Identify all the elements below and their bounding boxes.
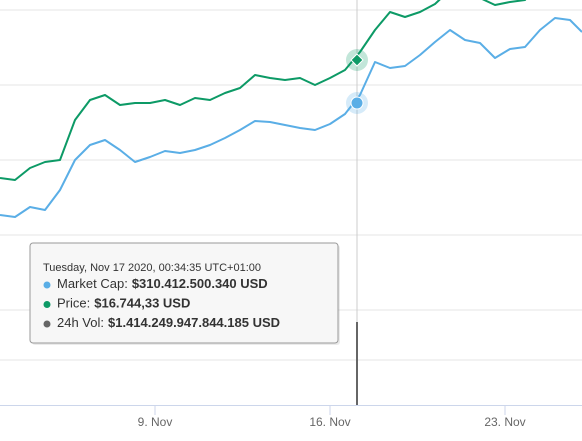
volume-bar (356, 322, 358, 405)
hover-marker (350, 96, 364, 110)
tooltip-value: $16.744,33 USD (94, 296, 190, 311)
x-tick-label: 23. Nov (484, 415, 525, 429)
tooltip-dot (43, 301, 51, 308)
tooltip-row: 24h Vol: $1.414.249.947.844.185 USD (57, 315, 280, 330)
tooltip-value: $1.414.249.947.844.185 USD (108, 315, 280, 330)
tooltip-row: Market Cap: $310.412.500.340 USD (57, 276, 268, 291)
tooltip-row: Price: $16.744,33 USD (57, 296, 190, 311)
tooltip-box (29, 242, 339, 344)
tooltip-label: 24h Vol: (57, 315, 104, 330)
x-tick-label: 16. Nov (309, 415, 350, 429)
tooltip-label: Price: (57, 296, 90, 311)
series-line (0, 17, 582, 218)
tooltip-date: Tuesday, Nov 17 2020, 00:34:35 UTC+01:00 (43, 262, 261, 274)
hover-marker (350, 53, 364, 67)
tooltip-dot (43, 281, 51, 289)
series-line (0, 0, 527, 181)
tooltip-value: $310.412.500.340 USD (132, 276, 268, 291)
tooltip-dot (43, 320, 51, 328)
tooltip-label: Market Cap: (57, 276, 128, 291)
x-tick-label: 9. Nov (138, 415, 173, 429)
